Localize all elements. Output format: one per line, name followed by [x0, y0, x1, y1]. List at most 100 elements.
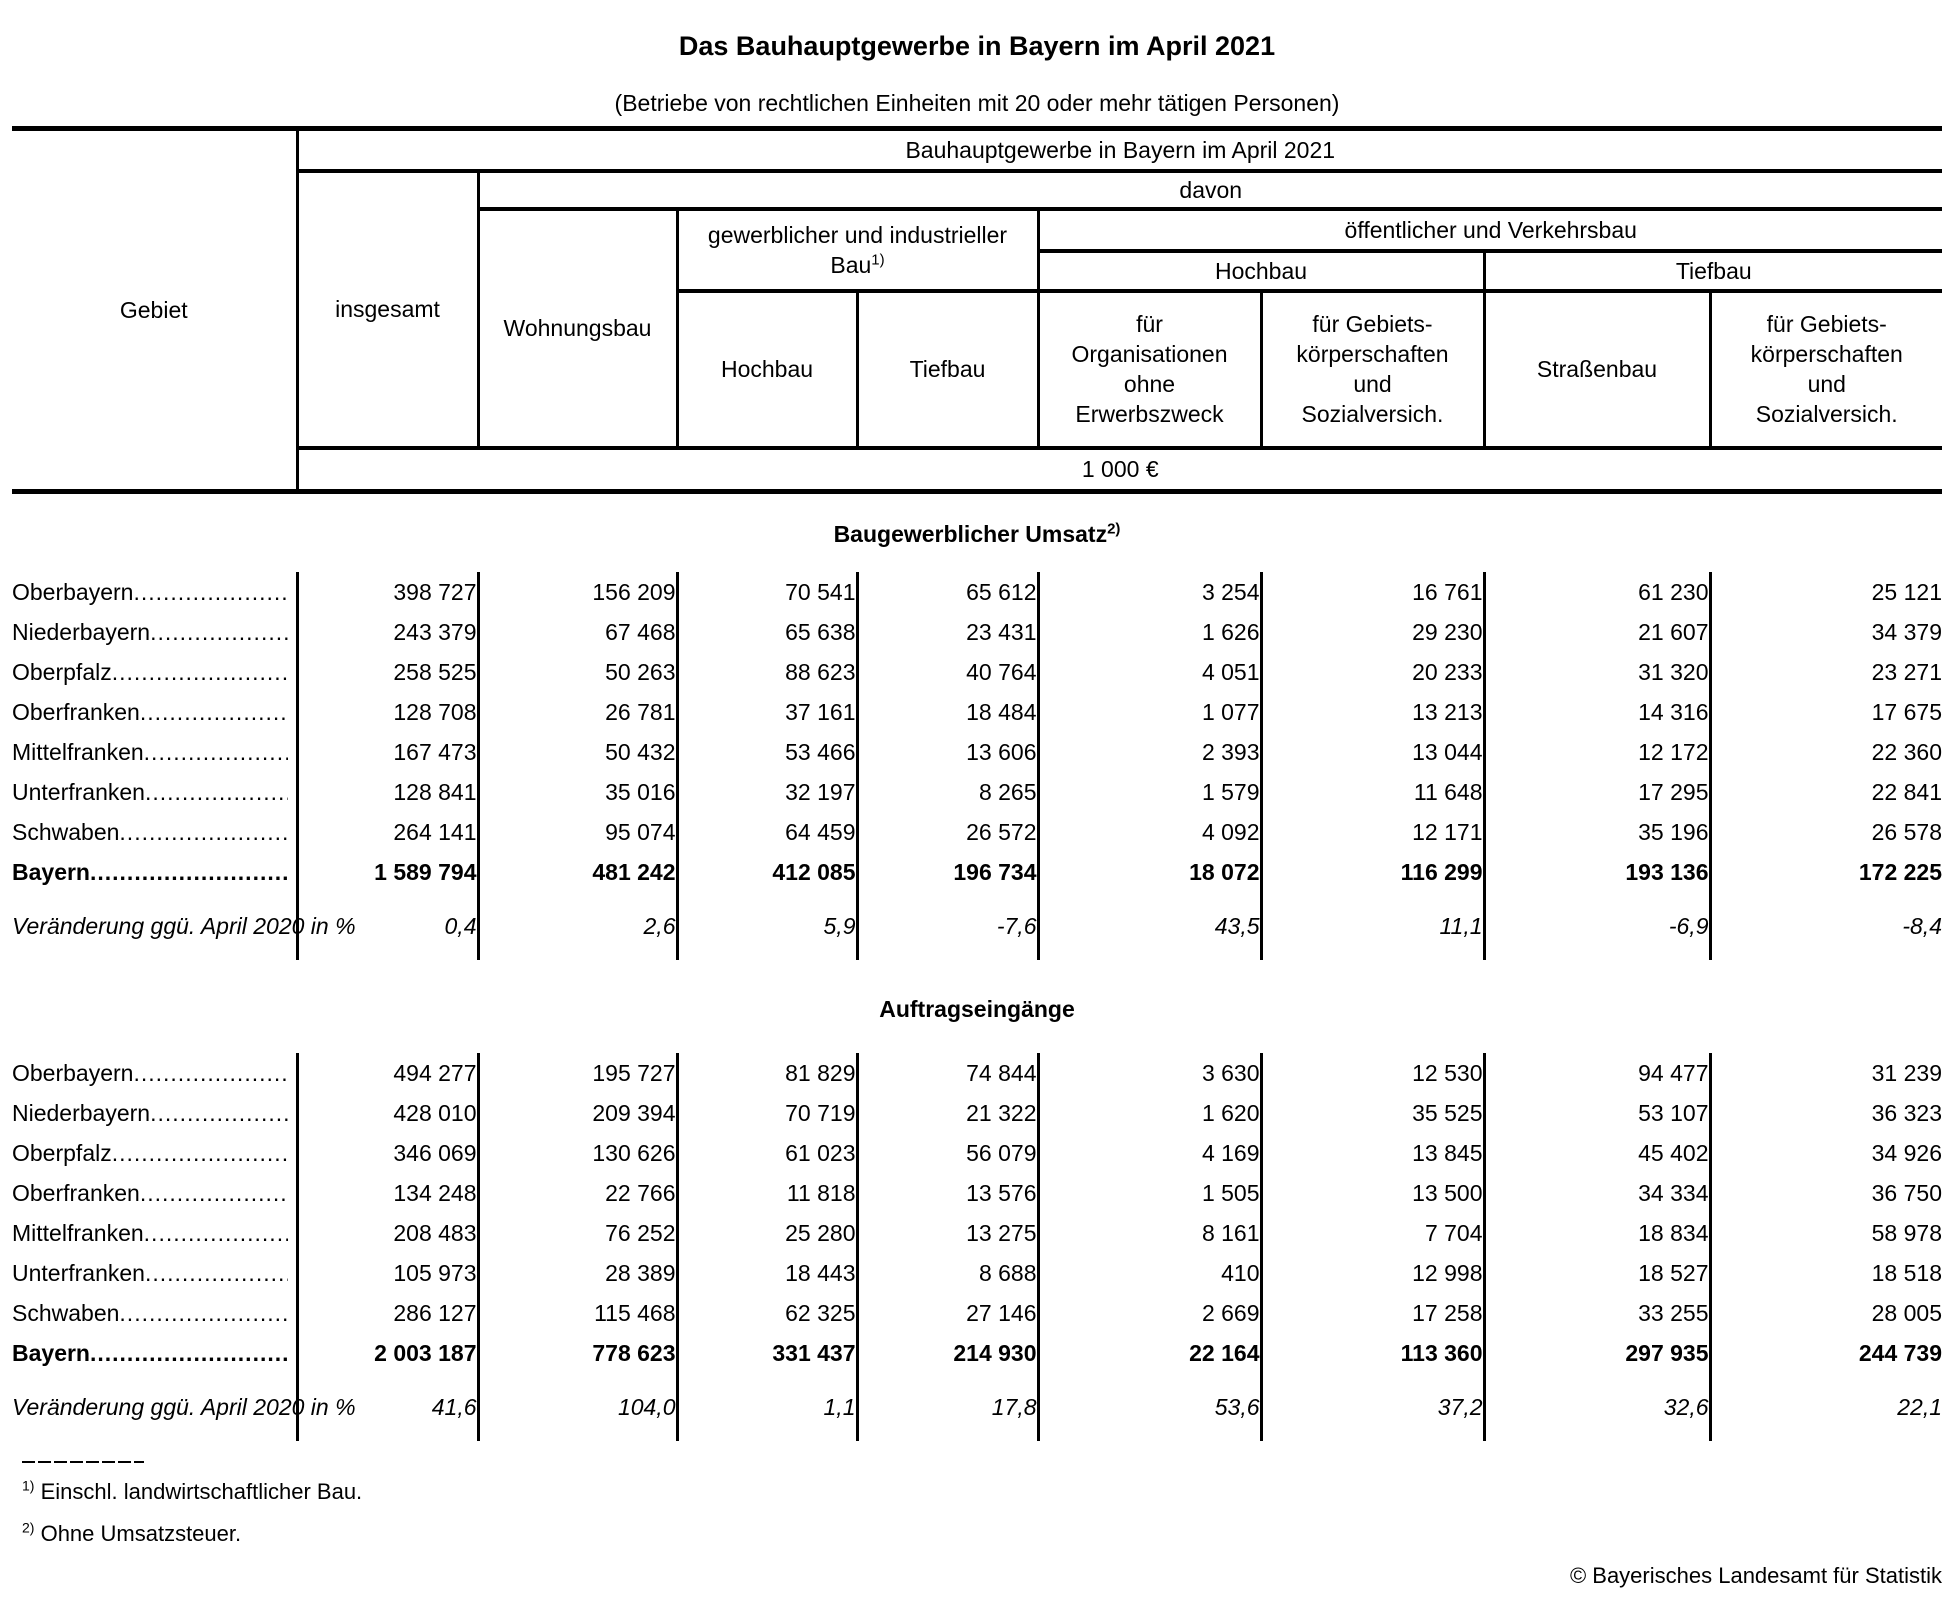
value-cell: 1 077: [1038, 692, 1263, 732]
region-label: Oberfranken: [12, 692, 299, 732]
value-cell: -6,9: [1484, 892, 1712, 960]
page-title: Das Bauhauptgewerbe in Bayern im April 2…: [678, 31, 1276, 61]
value-cell: 494 277: [297, 1053, 480, 1093]
value-cell: 331 437: [677, 1333, 859, 1373]
value-cell: 37,2: [1261, 1373, 1486, 1441]
column-header-fuer-gebietskoerperschaften-tiefbau: für Gebiets- körperschaften und Sozialve…: [1710, 290, 1942, 450]
value-cell: -7,6: [857, 892, 1040, 960]
dotted-leader: [150, 1100, 287, 1127]
value-cell: 32,6: [1484, 1373, 1712, 1441]
value-cell: 130 626: [478, 1133, 679, 1173]
footnote-marker-2: 2): [1107, 520, 1121, 538]
value-cell: 297 935: [1484, 1333, 1712, 1373]
value-cell: 208 483: [297, 1213, 480, 1253]
value-cell: 36 750: [1871, 1179, 1942, 1206]
value-cell: 11,1: [1261, 892, 1486, 960]
region-label: Schwaben: [12, 812, 299, 852]
value-cell: 346 069: [297, 1133, 480, 1173]
value-cell: 5,9: [677, 892, 859, 960]
value-cell: 1 579: [1038, 772, 1263, 812]
value-cell: 65 612: [857, 572, 1040, 612]
header-gewerblicher-line1: gewerblicher und industrieller: [707, 221, 1008, 248]
value-cell: 8 688: [857, 1253, 1040, 1293]
value-cell: 34 379: [1871, 618, 1942, 645]
dotted-leader: [112, 1140, 288, 1167]
value-cell: 32 197: [677, 772, 859, 812]
value-cell: 74 844: [857, 1053, 1040, 1093]
value-cell: 26 572: [857, 812, 1040, 852]
value-cell: 22 841: [1871, 778, 1942, 805]
dotted-leader: [119, 819, 287, 846]
column-header-fuer-organisationen: für Organisationen ohne Erwerbszweck: [1038, 290, 1263, 450]
value-cell: 214 930: [857, 1333, 1040, 1373]
dotted-leader: [144, 739, 288, 766]
value-cell: 62 325: [677, 1293, 859, 1333]
value-cell: 12 171: [1261, 812, 1486, 852]
value-cell: 58 978: [1871, 1219, 1942, 1246]
column-header-fuer-gebietskoerperschaften-hochbau: für Gebiets- körperschaften und Sozialve…: [1261, 290, 1486, 450]
region-label: Oberbayern: [12, 1053, 299, 1093]
region-label: Oberbayern: [12, 572, 299, 612]
dotted-leader: [90, 1340, 288, 1367]
value-cell: 13 275: [857, 1213, 1040, 1253]
value-cell: 18 834: [1484, 1213, 1712, 1253]
section-title-row: Baugewerblicher Umsatz2): [12, 492, 1942, 573]
value-cell: 37 161: [677, 692, 859, 732]
value-cell: 53,6: [1038, 1373, 1263, 1441]
value-cell: 40 764: [857, 652, 1040, 692]
copyright: © Bayerisches Landesamt für Statistik: [1569, 1563, 1942, 1588]
table-row: Veränderung ggü. April 2020 in % 41,6 104,…: [12, 1373, 1942, 1441]
value-cell: 50 263: [478, 652, 679, 692]
value-cell: 13 606: [857, 732, 1040, 772]
value-cell: 7 704: [1261, 1213, 1486, 1253]
value-cell: 104,0: [478, 1373, 679, 1441]
value-cell: 113 360: [1261, 1333, 1486, 1373]
region-label: Oberfranken: [12, 1173, 299, 1213]
region-label: Oberpfalz: [12, 652, 299, 692]
column-header-insgesamt: insgesamt: [297, 170, 480, 450]
statistics-table: Gebiet Bauhauptgewerbe in Bayern im Apri…: [12, 126, 1942, 1441]
value-cell: 23 271: [1871, 658, 1942, 685]
dotted-leader: [145, 779, 288, 806]
value-cell: 286 127: [297, 1293, 480, 1333]
value-cell: 13 500: [1261, 1173, 1486, 1213]
value-cell: 17 675: [1871, 698, 1942, 725]
dotted-leader: [133, 579, 287, 606]
value-cell: 128 841: [297, 772, 480, 812]
value-cell: 1 626: [1038, 612, 1263, 652]
section-title: Auftragseingänge: [879, 996, 1075, 1022]
value-cell: 25 280: [677, 1213, 859, 1253]
region-label: Niederbayern: [12, 612, 299, 652]
value-cell: 22 360: [1871, 738, 1942, 765]
value-cell: -8,4: [1902, 912, 1942, 939]
value-cell: 12 172: [1484, 732, 1712, 772]
value-cell: 196 734: [857, 852, 1040, 892]
value-cell: 12 998: [1261, 1253, 1486, 1293]
value-cell: 1 620: [1038, 1093, 1263, 1133]
value-cell: 116 299: [1261, 852, 1486, 892]
value-cell: 45 402: [1484, 1133, 1712, 1173]
value-cell: 167 473: [297, 732, 480, 772]
value-cell: 31 239: [1871, 1059, 1942, 1086]
dotted-leader: [133, 1060, 287, 1087]
value-cell: 43,5: [1038, 892, 1263, 960]
footnote-separator: [22, 1461, 144, 1463]
column-header-strassenbau: Straßenbau: [1484, 290, 1712, 450]
value-cell: 28 005: [1871, 1299, 1942, 1326]
value-cell: 115 468: [478, 1293, 679, 1333]
value-cell: 88 623: [677, 652, 859, 692]
value-cell: 195 727: [478, 1053, 679, 1093]
region-label: Unterfranken: [12, 772, 299, 812]
value-cell: 410: [1038, 1253, 1263, 1293]
section-title-row: Auftragseingänge: [12, 960, 1942, 1053]
value-cell: 209 394: [478, 1093, 679, 1133]
column-header-gew-hochbau: Hochbau: [677, 290, 859, 450]
